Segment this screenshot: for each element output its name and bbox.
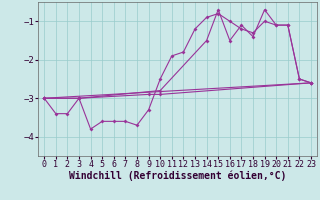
X-axis label: Windchill (Refroidissement éolien,°C): Windchill (Refroidissement éolien,°C) — [69, 171, 286, 181]
